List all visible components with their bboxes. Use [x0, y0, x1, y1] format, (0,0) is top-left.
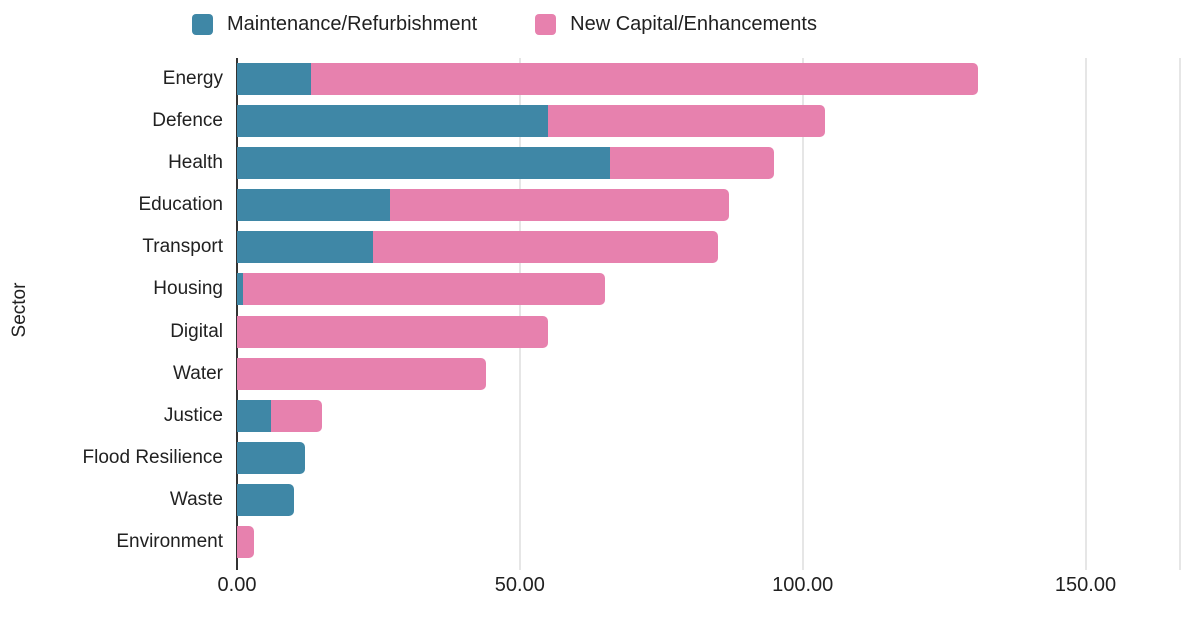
bar-segment-maintenance — [237, 189, 390, 222]
stacked-bar — [237, 399, 1180, 432]
category-label: Environment — [116, 530, 223, 552]
gridlines — [236, 58, 1181, 570]
bar-segment-maintenance — [237, 63, 311, 96]
bar-row — [237, 395, 1180, 437]
bar-segment-new-capital — [270, 399, 322, 432]
stacked-bar — [237, 63, 1180, 96]
category-label: Waste — [169, 488, 223, 510]
stacked-bar — [237, 441, 1180, 474]
bar-row — [237, 58, 1180, 100]
bar-segment-new-capital — [372, 231, 718, 264]
bar-segment-new-capital — [237, 357, 486, 390]
category-label: Transport — [142, 236, 223, 258]
stacked-bar — [237, 231, 1180, 264]
legend-swatch-new-capital-icon — [535, 13, 557, 35]
bar-row — [237, 226, 1180, 268]
x-tick-label: 150.00 — [1054, 574, 1117, 596]
legend-label-maintenance: Maintenance/Refurbishment — [227, 13, 478, 35]
bar-segment-new-capital — [237, 315, 549, 348]
bar-segment-maintenance — [237, 273, 243, 306]
legend: Maintenance/Refurbishment New Capital/En… — [192, 8, 817, 40]
plot-area — [236, 58, 1181, 570]
legend-label-new-capital: New Capital/Enhancements — [570, 13, 817, 35]
category-label: Energy — [162, 68, 223, 90]
bar-row — [237, 142, 1180, 184]
category-label: Defence — [152, 110, 223, 132]
bar-segment-new-capital — [610, 147, 775, 180]
legend-swatch-maintenance-icon — [192, 13, 213, 35]
bar-segment-new-capital — [310, 63, 979, 96]
gridline — [1085, 58, 1087, 570]
category-label: Health — [168, 152, 223, 174]
stacked-bar — [237, 525, 1180, 558]
stacked-bar — [237, 147, 1180, 180]
gridline — [1179, 58, 1181, 570]
category-label: Education — [138, 194, 223, 216]
bar-row — [237, 184, 1180, 226]
bar-segment-new-capital — [237, 525, 254, 558]
gridline — [802, 58, 804, 570]
x-tick-label: 0.00 — [217, 574, 257, 596]
bar-segment-maintenance — [237, 231, 373, 264]
bar-segment-maintenance — [237, 483, 294, 516]
legend-item-new-capital: New Capital/Enhancements — [535, 13, 817, 35]
bar-row — [237, 310, 1180, 352]
bar-segment-maintenance — [237, 399, 271, 432]
stacked-bar — [237, 357, 1180, 390]
stacked-bar — [237, 105, 1180, 138]
category-label: Housing — [153, 278, 223, 300]
legend-item-maintenance: Maintenance/Refurbishment — [192, 13, 478, 35]
category-labels: Energy Defence Health Education Transport Hou… — [0, 58, 237, 563]
bar-segment-maintenance — [237, 105, 549, 138]
stacked-bar — [237, 483, 1180, 516]
bar-segment-new-capital — [389, 189, 730, 222]
x-tick-label: 100.00 — [772, 574, 834, 596]
gridline — [519, 58, 521, 570]
bar-row — [237, 437, 1180, 479]
bar-segment-new-capital — [548, 105, 826, 138]
bar-segment-new-capital — [242, 273, 605, 306]
stacked-bar — [237, 315, 1180, 348]
bar-row — [237, 479, 1180, 521]
bar-row — [237, 100, 1180, 142]
x-tick-label: 50.00 — [494, 574, 545, 596]
bar-segment-maintenance — [237, 441, 305, 474]
category-label: Justice — [163, 404, 223, 426]
category-label: Digital — [170, 320, 223, 342]
category-label: Water — [173, 362, 223, 384]
y-axis-line — [236, 58, 238, 570]
stacked-bar — [237, 273, 1180, 306]
category-label: Flood Resilience — [82, 446, 223, 468]
bar-row — [237, 353, 1180, 395]
bar-segment-maintenance — [237, 147, 611, 180]
stacked-bar — [237, 189, 1180, 222]
bar-row — [237, 521, 1180, 563]
bar-rows — [237, 58, 1180, 563]
bar-row — [237, 268, 1180, 310]
x-axis-labels: 0.00 50.00 100.00 150.00 — [218, 574, 1180, 600]
